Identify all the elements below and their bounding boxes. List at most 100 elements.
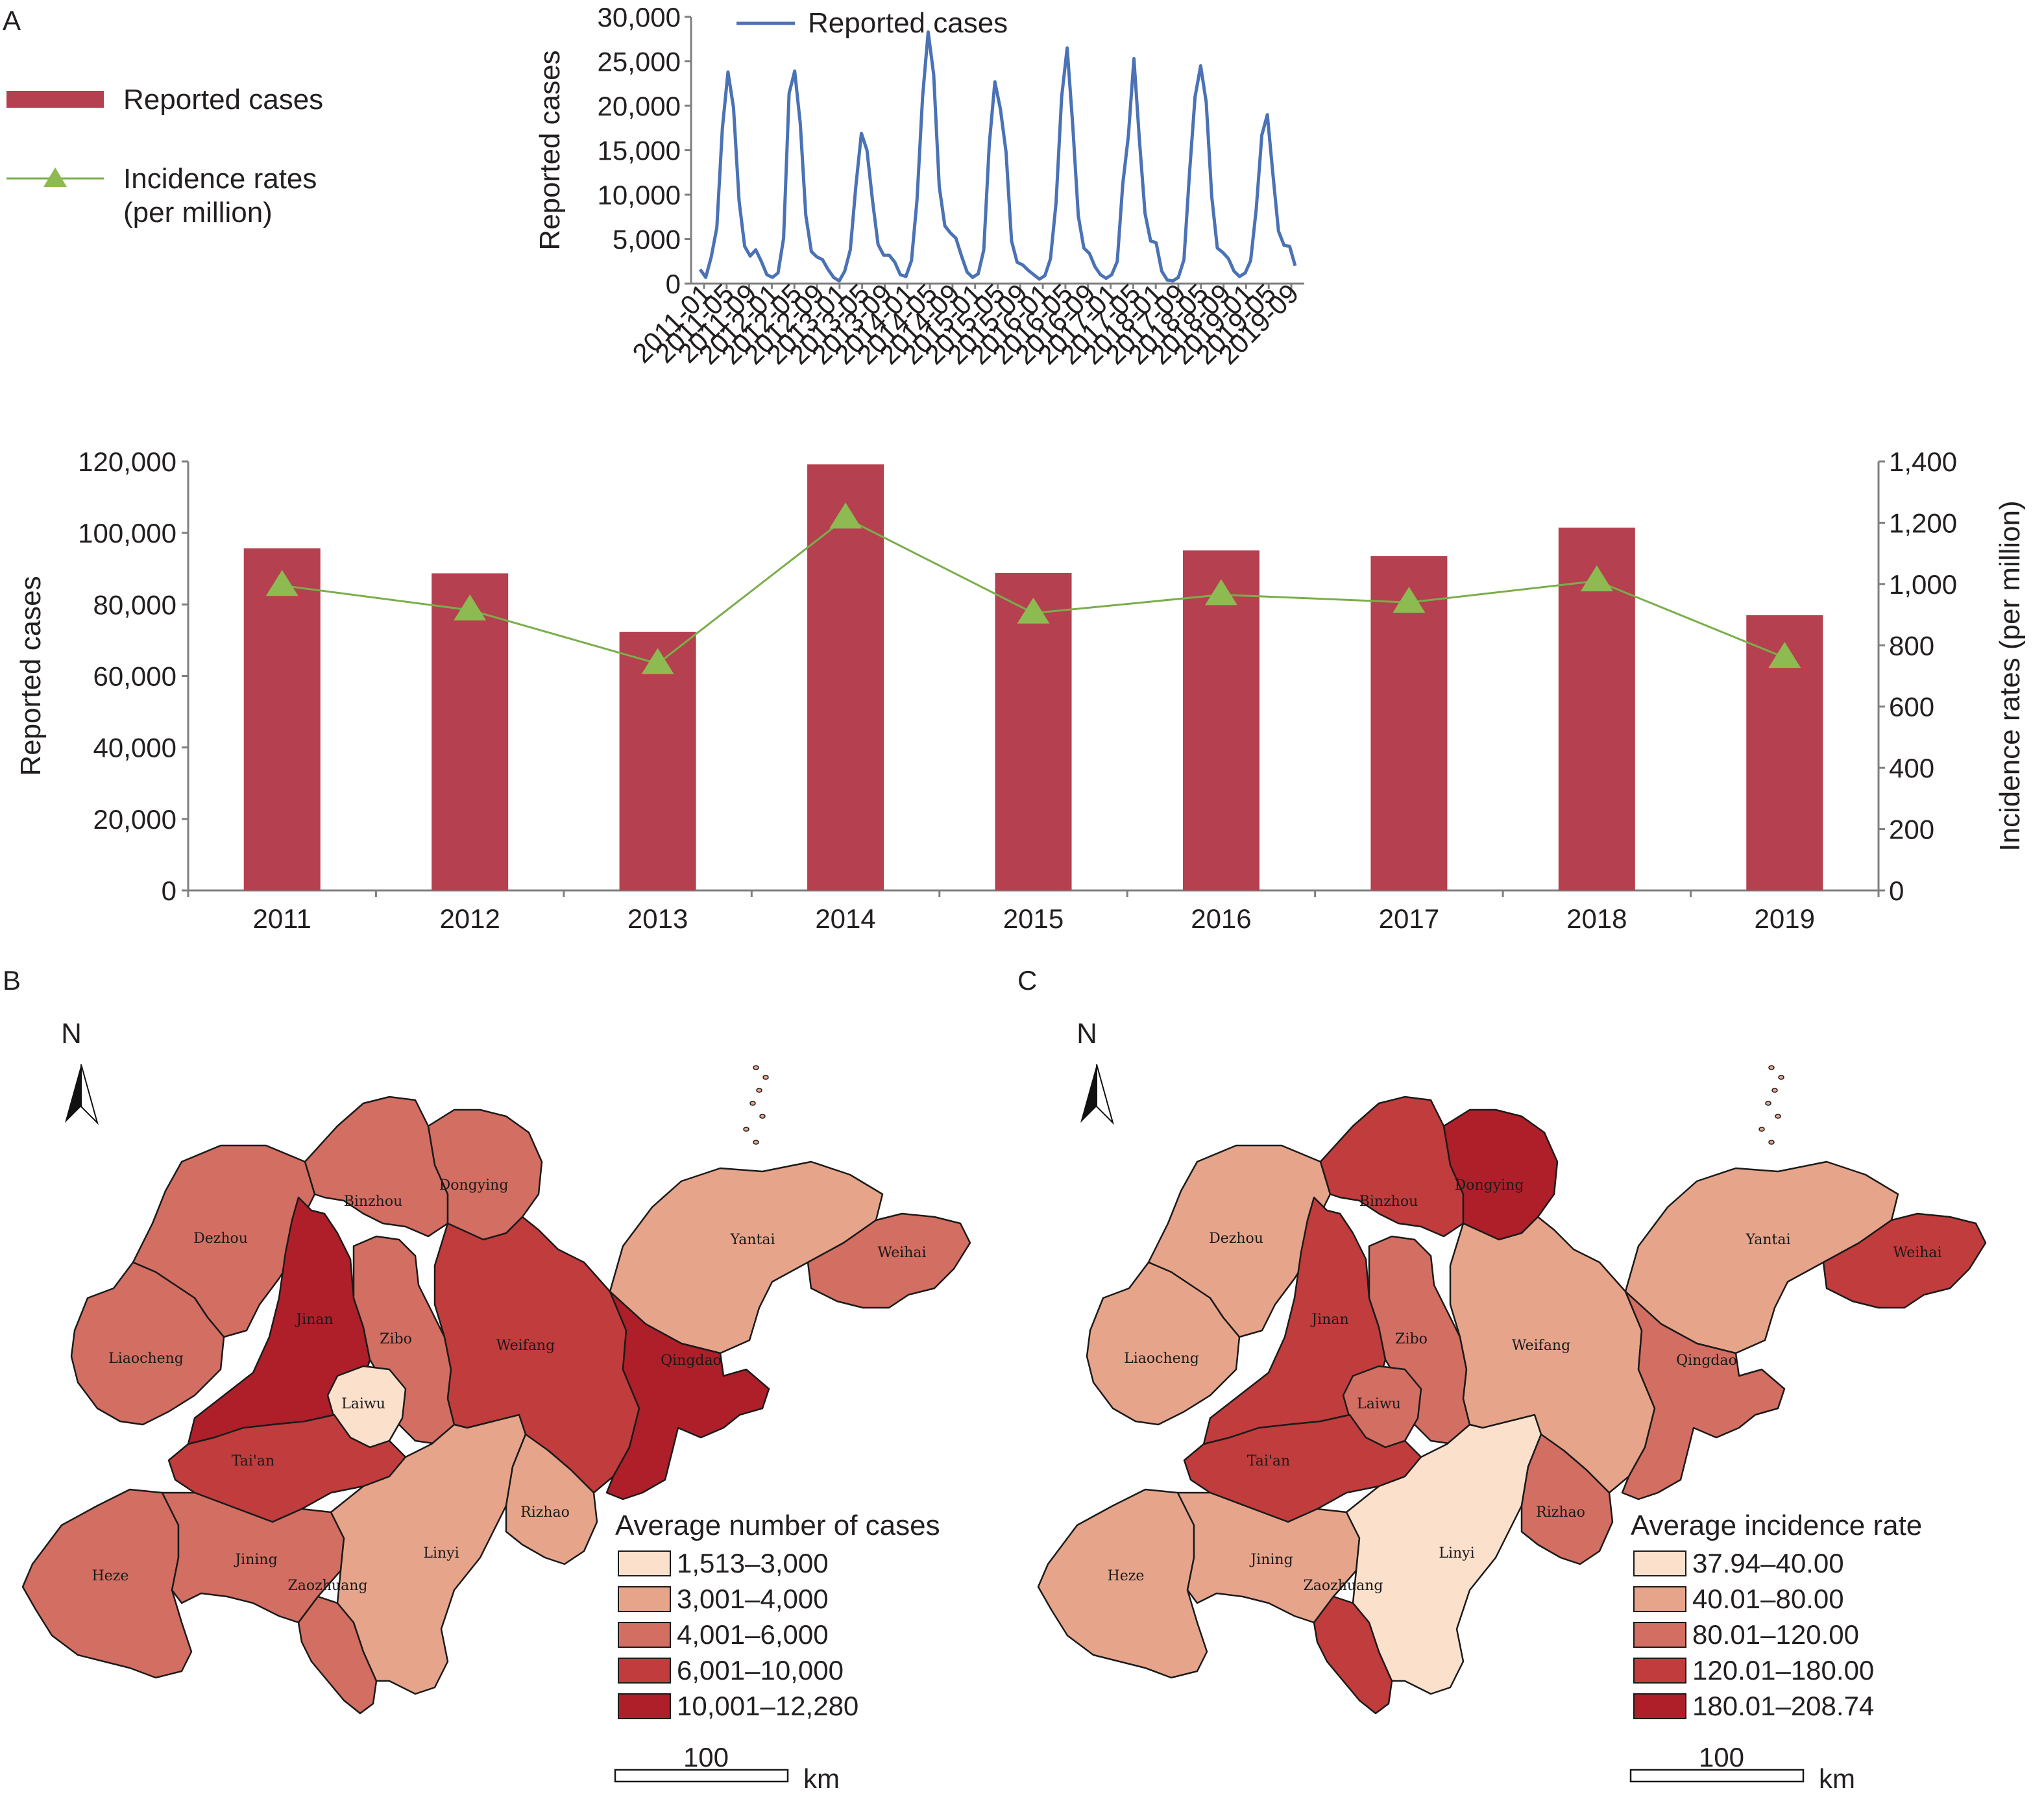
map-legend-class: 40.01–80.00 (1692, 1584, 1844, 1614)
annual-x-tick-label: 2011 (253, 903, 311, 934)
map-average-incidence: N Dezhou Binzhou Dongying Yantai Weihai Liaoch… (1037, 1018, 1987, 1794)
scale-bar-unit: km (1819, 1763, 1855, 1794)
scale-bar-value: 100 (683, 1742, 729, 1772)
annual-bar (432, 573, 509, 890)
region-label-heze: Heze (92, 1568, 129, 1584)
region-label-dezhou: Dezhou (1209, 1231, 1263, 1247)
region-label-zaozhuang: Zaozhuang (288, 1578, 368, 1594)
annual-right-tick-label: 400 (1889, 753, 1934, 783)
incidence-rate-marker (1204, 579, 1237, 606)
island (1775, 1114, 1781, 1119)
annual-right-axis-title: Incidence rates (per million) (1994, 500, 2026, 851)
map-legend-swatch (618, 1586, 671, 1612)
region-label-liaocheng: Liaocheng (108, 1351, 184, 1367)
annual-right-tick-label: 1,400 (1889, 447, 1957, 477)
map-legend-title: Average incidence rate (1631, 1510, 1922, 1541)
region-label-binzhou: Binzhou (1359, 1194, 1418, 1210)
monthly-y-tick-label: 5,000 (613, 225, 681, 255)
island (1768, 1065, 1775, 1070)
region-label-dezhou: Dezhou (193, 1231, 248, 1247)
annual-right-tick-label: 600 (1889, 692, 1934, 722)
map-legend-class: 10,001–12,280 (677, 1691, 858, 1721)
incidence-rate-marker (454, 594, 487, 620)
region-label-taian: Tai'an (1247, 1453, 1290, 1469)
map-legend-swatch (1633, 1622, 1686, 1648)
region-label-qingdao: Qingdao (661, 1353, 722, 1369)
monthly-y-tick-label: 0 (666, 269, 681, 299)
scale-bar-unit: km (803, 1763, 840, 1794)
map-legend-swatch (1633, 1693, 1686, 1719)
annual-x-tick-label: 2017 (1379, 903, 1439, 934)
region-label-weihai: Weihai (877, 1245, 926, 1261)
map-legend-swatch (618, 1658, 671, 1684)
annual-left-tick-label: 80,000 (93, 589, 176, 620)
region-label-taian: Tai'an (232, 1453, 274, 1469)
annual-right-tick-label: 1,200 (1889, 508, 1957, 538)
annual-bar (619, 631, 696, 890)
region-label-jinan: Jinan (1310, 1312, 1348, 1328)
region-label-yantai: Yantai (1745, 1232, 1790, 1248)
incidence-rate-marker (265, 570, 298, 596)
monthly-y-tick-label: 15,000 (598, 136, 681, 166)
island (759, 1114, 766, 1119)
region-qingdao (605, 1290, 770, 1501)
region-label-binzhou: Binzhou (344, 1194, 403, 1210)
annual-left-tick-label: 20,000 (93, 804, 176, 835)
island (753, 1140, 759, 1145)
incidence-rate-marker (1393, 587, 1426, 613)
region-rizhao (1520, 1433, 1614, 1565)
annual-x-tick-label: 2018 (1566, 903, 1627, 934)
annual-bar (243, 548, 321, 890)
region-label-qingdao: Qingdao (1676, 1353, 1737, 1369)
scale-bar (614, 1769, 789, 1783)
region-label-laiwu: Laiwu (1357, 1396, 1401, 1412)
north-arrow-icon (1080, 1064, 1097, 1123)
monthly-y-tick-label: 25,000 (598, 47, 681, 77)
island (749, 1101, 756, 1106)
region-label-yantai: Yantai (729, 1232, 775, 1248)
region-label-zibo: Zibo (1395, 1331, 1428, 1347)
region-label-weihai: Weihai (1893, 1245, 1941, 1261)
panel-label-a: A (3, 5, 21, 36)
region-label-rizhao: Rizhao (1536, 1504, 1585, 1521)
island (762, 1075, 769, 1080)
monthly-y-tick-label: 30,000 (598, 2, 681, 32)
map-legend-swatch (618, 1550, 671, 1576)
map-legend-class: 80.01–120.00 (1692, 1619, 1859, 1650)
monthly-y-axis-title: Reported cases (534, 50, 566, 250)
scale-bar-value: 100 (1699, 1742, 1744, 1772)
annual-x-tick-label: 2015 (1003, 903, 1064, 934)
region-heze (21, 1488, 193, 1679)
island (1765, 1101, 1771, 1106)
monthly-cases-line (698, 30, 1297, 283)
legend-bar-swatch (6, 91, 104, 108)
north-label: N (61, 1018, 82, 1049)
incidence-rate-marker (1580, 565, 1613, 592)
map-legend-class: 1,513–3,000 (677, 1548, 829, 1578)
annual-left-tick-label: 40,000 (93, 733, 176, 763)
annual-left-tick-label: 60,000 (93, 661, 176, 692)
region-label-dongying: Dongying (1455, 1177, 1524, 1194)
incidence-rate-marker (829, 502, 862, 529)
region-label-weifang: Weifang (1512, 1338, 1570, 1354)
monthly-y-tick-label: 20,000 (598, 91, 681, 121)
region-linyi (1345, 1414, 1542, 1695)
annual-left-tick-label: 0 (162, 876, 176, 906)
region-weihai (807, 1212, 971, 1309)
region-heze (1037, 1488, 1208, 1679)
legend-triangle-marker (43, 167, 67, 187)
region-label-zibo: Zibo (380, 1331, 412, 1347)
region-label-dongying: Dongying (439, 1177, 509, 1194)
incidence-rate-marker (1017, 597, 1050, 624)
region-label-jining: Jining (234, 1552, 277, 1568)
region-label-linyi: Linyi (1439, 1545, 1474, 1562)
island (753, 1065, 759, 1070)
monthly-y-tick-label: 10,000 (598, 180, 681, 210)
island (1758, 1127, 1765, 1132)
incidence-rate-marker (641, 648, 674, 674)
north-arrow-icon-right (1096, 1064, 1114, 1125)
region-liaocheng (1086, 1261, 1241, 1426)
island (756, 1088, 762, 1093)
map-legend-swatch (618, 1693, 671, 1719)
